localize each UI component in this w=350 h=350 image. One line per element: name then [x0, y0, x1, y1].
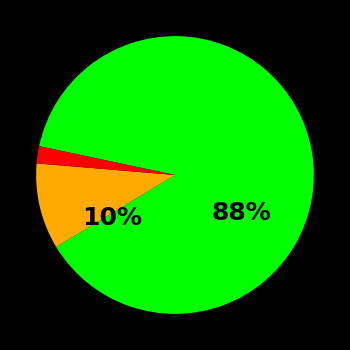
- Wedge shape: [37, 146, 175, 175]
- Text: 88%: 88%: [211, 201, 271, 225]
- Wedge shape: [39, 36, 314, 314]
- Wedge shape: [36, 163, 175, 247]
- Text: 10%: 10%: [82, 206, 142, 230]
